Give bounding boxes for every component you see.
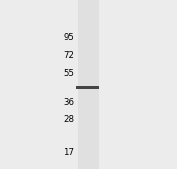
Bar xyxy=(78,0,99,169)
Bar xyxy=(76,86,99,89)
Text: 36: 36 xyxy=(63,98,74,107)
Text: 17: 17 xyxy=(63,148,74,157)
Text: 55: 55 xyxy=(63,69,74,78)
Text: 28: 28 xyxy=(63,115,74,124)
Text: 95: 95 xyxy=(64,33,74,42)
Text: 72: 72 xyxy=(63,51,74,61)
